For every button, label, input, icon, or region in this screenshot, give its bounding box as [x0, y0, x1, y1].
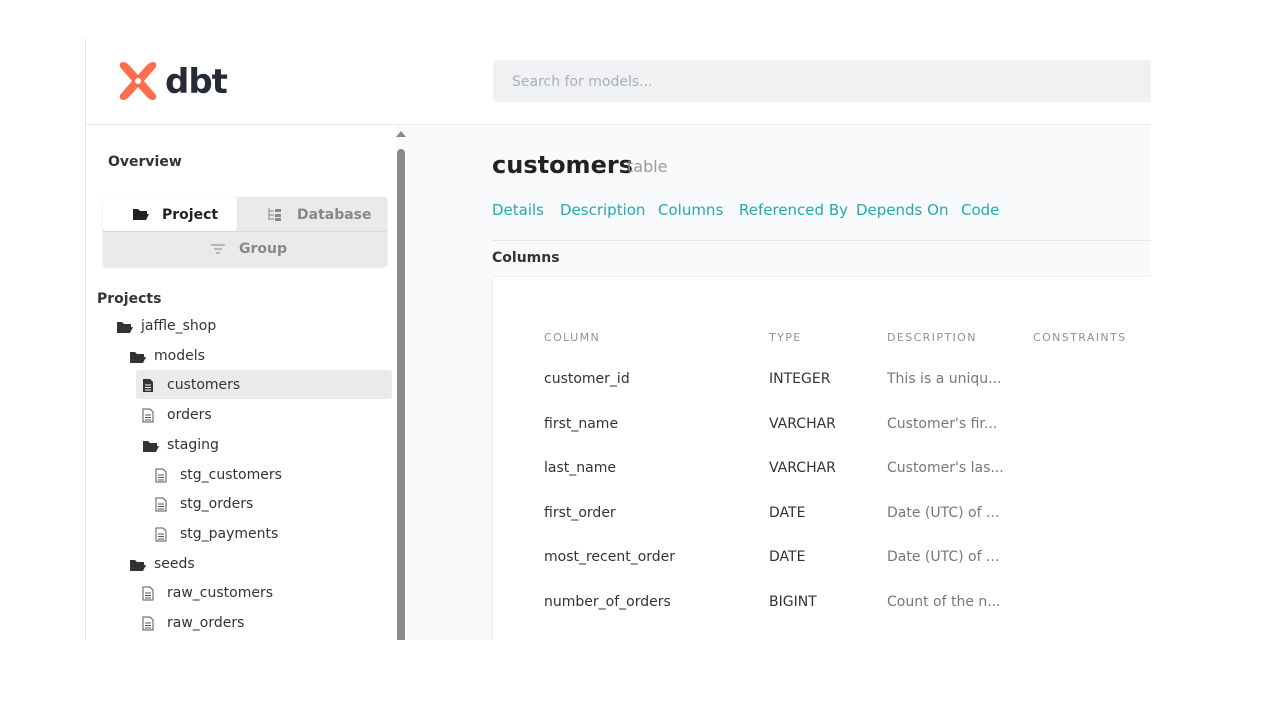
folder-icon: [129, 349, 146, 364]
table-cell: Count of the n...: [887, 594, 1001, 610]
table-cell: first_name: [544, 415, 619, 432]
folder-icon: [142, 438, 159, 453]
file-icon: [142, 408, 154, 423]
folder-label[interactable]: models: [154, 347, 205, 364]
search-placeholder: Search for models...: [512, 74, 653, 90]
file-icon: [155, 527, 167, 542]
column-header: CONSTRAINTS: [1033, 331, 1127, 344]
column-header: COLUMN: [544, 331, 601, 344]
folder-label[interactable]: jaffle_shop: [141, 318, 217, 334]
file-icon: [142, 378, 154, 393]
model-type: table: [627, 157, 668, 176]
nav-link[interactable]: Referenced By: [739, 201, 848, 219]
table-cell: BIGINT: [769, 594, 817, 610]
column-header: TYPE: [769, 331, 802, 344]
scrollbar: [396, 131, 406, 640]
file-icon: [155, 468, 167, 483]
filter-icon: [211, 244, 225, 254]
tab[interactable]: Project: [162, 207, 219, 223]
model-title: customers: [492, 151, 633, 179]
model-link[interactable]: stg_orders: [180, 496, 254, 513]
tab[interactable]: Group: [239, 241, 288, 257]
search-box[interactable]: Search for models...: [493, 60, 1151, 102]
tab-active-bg: [103, 197, 237, 231]
sidebar: Overview Project Database Group Projects…: [86, 125, 396, 640]
model-link[interactable]: stg_customers: [180, 466, 282, 483]
model-link[interactable]: customers: [167, 377, 241, 394]
table-cell: Date (UTC) of ...: [887, 504, 1000, 521]
table-cell: Date (UTC) of ...: [887, 549, 1000, 566]
nav-link[interactable]: Description: [560, 201, 646, 219]
divider: [103, 231, 387, 232]
file-icon: [155, 497, 167, 512]
folder-label[interactable]: staging: [167, 436, 219, 453]
folder-label[interactable]: seeds: [154, 555, 195, 572]
columns-card: COLUMN TYPE DESCRIPTION CONSTRAINTS customer…: [492, 276, 1151, 640]
tab[interactable]: Database: [297, 207, 372, 223]
tab-group: Project Database Group: [103, 197, 387, 266]
overview-link[interactable]: Overview: [108, 154, 182, 170]
table-cell: number_of_orders: [544, 594, 671, 610]
table-cell: Customer's las...: [887, 460, 1004, 477]
model-link[interactable]: orders: [167, 407, 212, 424]
nav-link[interactable]: Code: [961, 201, 1000, 219]
table-cell: last_name: [544, 460, 616, 477]
logo-text: dbt: [165, 62, 228, 102]
table-cell: INTEGER: [769, 371, 831, 387]
folder-icon: [129, 557, 146, 572]
table-cell: first_order: [544, 504, 616, 521]
table-cell: most_recent_order: [544, 549, 676, 566]
section-title: Columns: [492, 250, 560, 266]
model-link[interactable]: raw_customers: [167, 585, 274, 602]
folder-icon: [133, 209, 149, 220]
nav-link[interactable]: Columns: [658, 201, 724, 219]
tree-icon: [268, 208, 281, 221]
folder-icon: [116, 319, 133, 334]
table-cell: VARCHAR: [769, 415, 836, 432]
app: dbt Search for models... Overview Projec…: [85, 38, 1151, 640]
logo-icon: [119, 62, 157, 100]
file-icon: [142, 616, 154, 631]
nav-link[interactable]: Details: [492, 201, 545, 219]
nav-link[interactable]: Depends On: [856, 201, 949, 219]
projects-label: Projects: [97, 291, 162, 307]
header: dbt Search for models...: [86, 38, 1151, 125]
table-cell: This is a uniqu...: [887, 371, 1002, 387]
active-row: [136, 370, 392, 400]
file-icon: [142, 586, 154, 601]
table-cell: customer_id: [544, 371, 630, 387]
model-link[interactable]: raw_orders: [167, 615, 245, 631]
table-cell: Customer's fir...: [887, 415, 998, 432]
table-cell: DATE: [769, 549, 806, 566]
column-header: DESCRIPTION: [887, 331, 977, 344]
model-link[interactable]: stg_payments: [180, 525, 279, 542]
divider: [492, 240, 1151, 241]
table-cell: VARCHAR: [769, 460, 836, 477]
table-cell: DATE: [769, 504, 806, 521]
